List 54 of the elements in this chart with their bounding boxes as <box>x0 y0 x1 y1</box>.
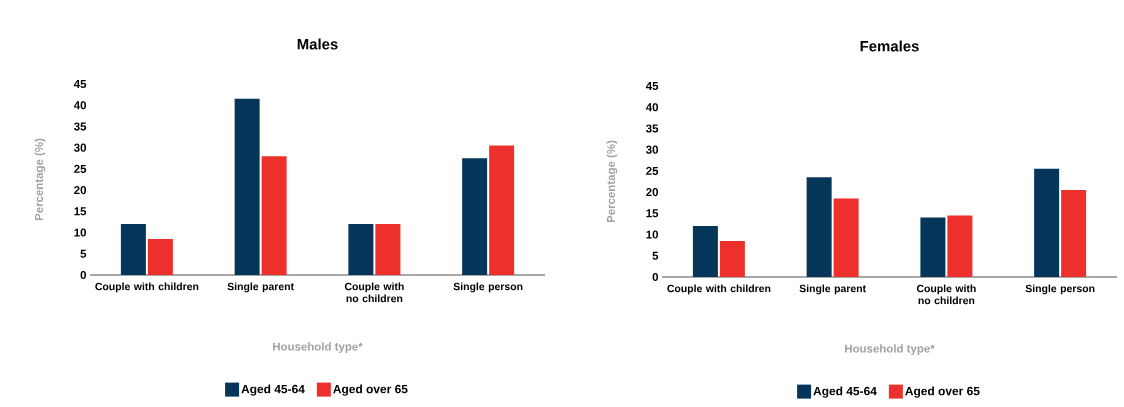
y-tick-label: 30 <box>74 143 87 152</box>
bar <box>462 158 488 275</box>
bar <box>806 177 832 277</box>
y-tick-label: 30 <box>646 145 659 154</box>
bar <box>120 224 146 275</box>
bar <box>147 238 173 275</box>
x-tick-label: Couple with children <box>95 282 199 293</box>
y-tick-label: 40 <box>645 103 659 112</box>
y-tick-label: 10 <box>74 228 87 237</box>
x-tick-label: Single parent <box>227 282 294 293</box>
bar <box>375 224 401 275</box>
y-tick-label: 45 <box>73 80 87 88</box>
y-tick-label: 35 <box>646 124 659 133</box>
bar <box>1034 168 1060 277</box>
y-tick-label: 5 <box>80 249 87 258</box>
bar <box>1061 189 1087 277</box>
x-tick-label: Couple with no children <box>916 284 976 305</box>
y-tick-label: 5 <box>652 251 659 260</box>
y-axis-title: Percentage (%) <box>606 140 618 223</box>
bar <box>348 224 374 275</box>
bar <box>833 198 859 277</box>
y-tick-label: 15 <box>74 207 87 216</box>
x-axis-title: Household type* <box>273 342 363 353</box>
y-tick-label: 25 <box>74 164 87 173</box>
x-tick-label: Couple with children <box>667 284 771 295</box>
bar <box>947 215 973 277</box>
legend-label: Aged over 65 <box>905 386 980 398</box>
x-tick-label: Couple with no children <box>344 282 404 303</box>
y-tick-label: 35 <box>74 122 87 131</box>
legend-label: Aged over 65 <box>333 384 408 396</box>
x-tick-label: Single person <box>453 282 523 293</box>
y-tick-label: 10 <box>646 230 659 239</box>
x-tick-label: Single person <box>1025 284 1095 295</box>
x-tick-label: Single parent <box>799 284 866 295</box>
y-tick-label: 20 <box>646 188 659 197</box>
bar <box>719 240 745 277</box>
y-tick-label: 20 <box>74 186 87 195</box>
x-axis-title: Household type* <box>845 344 935 355</box>
bar <box>234 98 260 275</box>
bar <box>920 217 946 277</box>
y-tick-label: 15 <box>646 209 659 218</box>
y-tick-label: 25 <box>646 166 659 175</box>
y-tick-label: 0 <box>80 270 87 280</box>
bar <box>489 145 515 275</box>
chart-title: Females <box>860 40 919 52</box>
legend-label: Aged 45-64 <box>813 386 877 398</box>
y-axis-title: Percentage (%) <box>34 138 46 221</box>
legend-label: Aged 45-64 <box>241 384 305 396</box>
y-tick-label: 40 <box>73 101 87 110</box>
y-tick-label: 0 <box>652 272 659 282</box>
bar <box>692 226 718 277</box>
bar <box>261 156 287 275</box>
y-tick-label: 45 <box>645 82 659 90</box>
chart-title: Males <box>297 38 338 50</box>
